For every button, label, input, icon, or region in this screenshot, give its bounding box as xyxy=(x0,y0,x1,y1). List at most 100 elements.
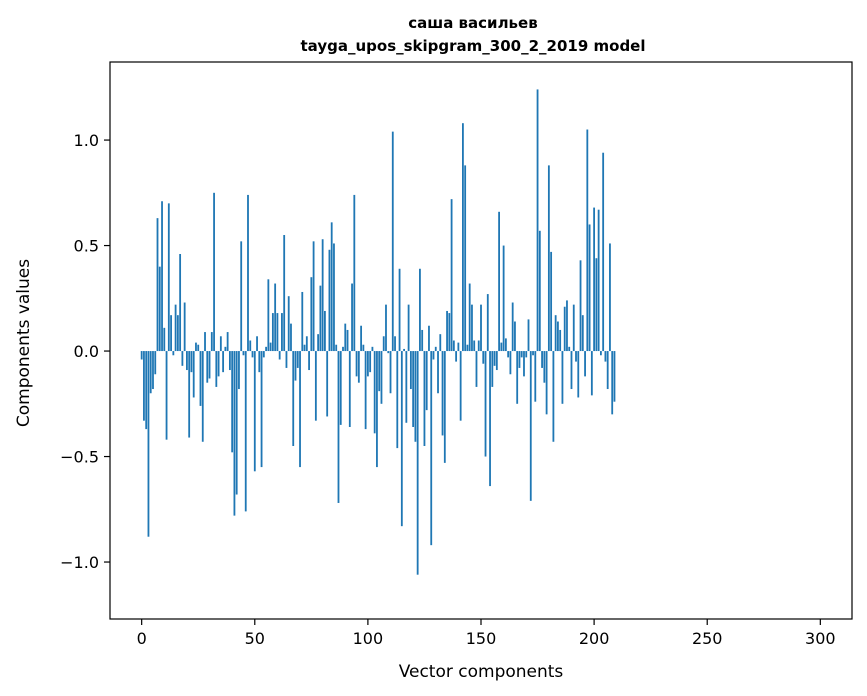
bar-171 xyxy=(527,319,530,352)
bar-192 xyxy=(575,351,577,362)
bar-162 xyxy=(507,351,510,358)
bar-80 xyxy=(321,239,324,352)
bar-175 xyxy=(536,89,539,352)
bar-99 xyxy=(364,351,367,430)
bar-38 xyxy=(226,332,229,352)
bar-118 xyxy=(407,304,410,352)
bar-209 xyxy=(613,351,616,402)
bar-164 xyxy=(511,302,514,352)
bar-83 xyxy=(328,249,331,352)
bar-73 xyxy=(305,336,308,352)
bar-170 xyxy=(525,351,528,358)
bar-74 xyxy=(308,351,310,371)
bar-26 xyxy=(199,351,202,406)
bar-114 xyxy=(398,268,401,352)
bar-129 xyxy=(432,351,435,360)
bar-97 xyxy=(360,325,363,352)
bar-18 xyxy=(181,351,184,366)
bar-52 xyxy=(258,351,261,373)
bar-154 xyxy=(489,351,491,487)
bar-195 xyxy=(581,315,584,352)
bar-3 xyxy=(147,351,150,537)
bar-152 xyxy=(484,351,487,457)
bar-117 xyxy=(405,351,408,423)
bar-159 xyxy=(500,342,503,352)
bar-92 xyxy=(348,351,351,427)
bar-6 xyxy=(154,351,157,375)
y-tick-label: −1.0 xyxy=(60,553,99,572)
bar-64 xyxy=(285,351,288,368)
bar-47 xyxy=(247,194,249,352)
bar-79 xyxy=(319,285,322,352)
bar-148 xyxy=(475,351,478,387)
bar-184 xyxy=(557,321,559,352)
bar-101 xyxy=(369,351,372,373)
bar-4 xyxy=(149,351,152,394)
bar-13 xyxy=(170,315,172,352)
bar-151 xyxy=(482,351,485,364)
bar-54 xyxy=(262,351,265,358)
bar-140 xyxy=(457,342,460,352)
bar-131 xyxy=(437,351,439,394)
bar-71 xyxy=(301,291,304,352)
bar-37 xyxy=(224,346,227,352)
bar-110 xyxy=(389,351,392,394)
bar-122 xyxy=(416,351,419,575)
bar-65 xyxy=(287,296,290,352)
bar-199 xyxy=(590,351,593,396)
bar-173 xyxy=(532,351,534,356)
bar-85 xyxy=(333,243,335,352)
bar-193 xyxy=(577,351,580,398)
bar-51 xyxy=(256,336,258,352)
bar-68 xyxy=(294,351,297,381)
bar-19 xyxy=(183,302,186,352)
bar-157 xyxy=(495,351,498,371)
bar-36 xyxy=(222,351,225,373)
bar-182 xyxy=(552,351,555,442)
bar-76 xyxy=(312,241,315,352)
bar-16 xyxy=(176,315,179,352)
bar-128 xyxy=(430,351,433,546)
bar-105 xyxy=(378,351,381,392)
bar-174 xyxy=(534,351,537,402)
bar-90 xyxy=(344,323,347,352)
bar-95 xyxy=(355,351,358,377)
bar-206 xyxy=(606,351,609,390)
bar-191 xyxy=(572,304,575,352)
x-axis-label: Vector components xyxy=(399,662,564,682)
bar-141 xyxy=(459,351,462,421)
bar-104 xyxy=(376,351,378,468)
bar-147 xyxy=(473,340,476,352)
bar-82 xyxy=(326,351,329,417)
bar-23 xyxy=(192,351,195,398)
bar-24 xyxy=(195,342,197,352)
x-tick-label: 100 xyxy=(353,629,384,648)
bar-190 xyxy=(570,351,573,390)
bar-67 xyxy=(292,351,295,446)
bar-178 xyxy=(543,351,546,383)
bar-185 xyxy=(559,329,562,352)
x-tick-label: 200 xyxy=(579,629,610,648)
bar-7 xyxy=(156,218,159,352)
bar-208 xyxy=(611,351,614,415)
bar-89 xyxy=(342,346,344,352)
y-axis-ticks: −1.0 −0.5 0.0 0.5 1.0 xyxy=(60,131,110,572)
bar-196 xyxy=(584,351,586,377)
bar-188 xyxy=(566,300,568,352)
bar-44 xyxy=(240,241,243,352)
y-tick-label: 1.0 xyxy=(74,131,99,150)
bar-207 xyxy=(609,243,611,352)
y-tick-label: 0.5 xyxy=(74,237,99,256)
bar-135 xyxy=(446,310,448,352)
bar-series xyxy=(140,89,616,575)
bar-136 xyxy=(448,313,451,352)
bar-40 xyxy=(231,351,234,453)
bar-59 xyxy=(274,283,277,352)
bar-176 xyxy=(538,230,541,352)
bar-201 xyxy=(595,258,598,352)
bar-142 xyxy=(462,123,464,352)
bar-189 xyxy=(568,346,571,352)
chart-title: саша васильев xyxy=(408,14,537,32)
bar-69 xyxy=(296,351,299,368)
bar-194 xyxy=(579,260,582,352)
